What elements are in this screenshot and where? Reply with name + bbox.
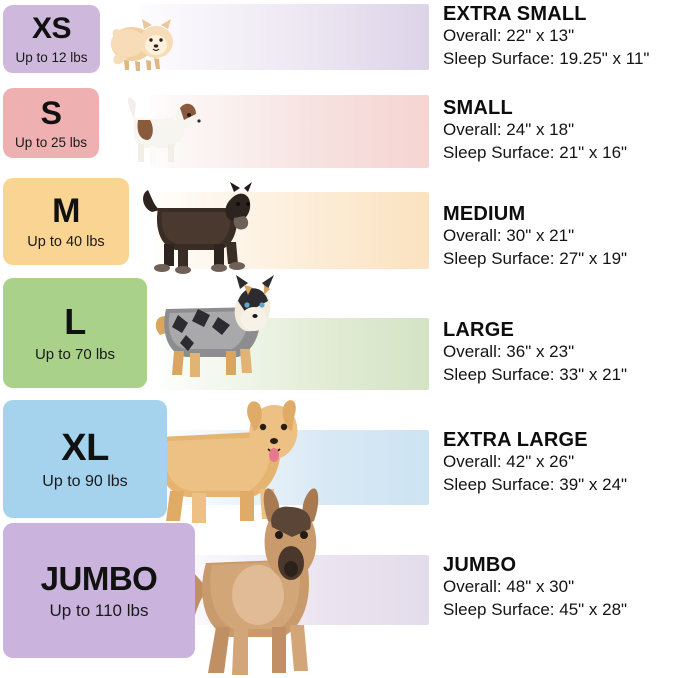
sleep-surface-dimensions: Sleep Surface: 45" x 28" [443, 599, 628, 619]
size-badge-weight: Up to 110 lbs [49, 601, 149, 620]
size-name: EXTRA SMALL [443, 3, 587, 25]
size-info-s: SMALL Overall: 24" x 18" Sleep Surface: … [443, 97, 627, 165]
size-badge-code: JUMBO [40, 560, 158, 597]
size-row-s: S Up to 25 lbs SMALL Overall: 2 [0, 88, 679, 180]
size-badge-weight: Up to 40 lbs [27, 233, 105, 250]
dog-illustration-pomeranian [108, 16, 180, 74]
size-name: EXTRA LARGE [443, 429, 588, 451]
size-badge-xs: XS Up to 12 lbs [3, 5, 100, 73]
size-badge-l: L Up to 70 lbs [3, 278, 147, 388]
size-badge-code: S [40, 94, 62, 131]
overall-dimensions: Overall: 24" x 18" [443, 120, 575, 139]
sleep-surface-dimensions: Sleep Surface: 27" x 19" [443, 248, 628, 268]
size-row-l: L Up to 70 lbs [0, 275, 679, 390]
size-info-xs: EXTRA SMALL Overall: 22" x 13" Sleep Sur… [443, 3, 649, 71]
overall-dimensions: Overall: 36" x 23" [443, 342, 575, 361]
dog-illustration-golden-retriever [148, 379, 308, 524]
overall-dimensions: Overall: 30" x 21" [443, 226, 575, 245]
size-badge-xl: XL Up to 90 lbs [3, 400, 167, 518]
size-bar-xs [140, 4, 429, 70]
dog-illustration-australian-shepherd [152, 269, 280, 387]
size-info-jumbo: JUMBO Overall: 48" x 30" Sleep Surface: … [443, 554, 627, 622]
sleep-surface-dimensions: Sleep Surface: 21" x 16" [443, 142, 628, 162]
size-name: MEDIUM [443, 203, 526, 225]
size-row-xs: XS Up to 12 lbs [0, 0, 679, 88]
size-row-m: M Up to 40 lbs [0, 178, 679, 278]
sleep-surface-dimensions: Sleep Surface: 33" x 21" [443, 364, 628, 384]
size-name: SMALL [443, 97, 513, 119]
size-badge-s: S Up to 25 lbs [3, 88, 99, 158]
size-badge-code: XS [31, 11, 72, 45]
sleep-surface-dimensions: Sleep Surface: 19.25" x 11" [443, 48, 650, 68]
overall-dimensions: Overall: 42" x 26" [443, 452, 575, 471]
size-info-xl: EXTRA LARGE Overall: 42" x 26" Sleep Sur… [443, 429, 627, 497]
size-badge-jumbo: JUMBO Up to 110 lbs [3, 523, 195, 658]
size-info-l: LARGE Overall: 36" x 23" Sleep Surface: … [443, 319, 627, 387]
dog-illustration-jack-russell-terrier [110, 90, 201, 168]
size-badge-m: M Up to 40 lbs [3, 178, 129, 265]
size-badge-code: M [52, 191, 80, 230]
size-bar-s [150, 95, 429, 168]
size-row-xl: XL Up to 90 lbs [0, 388, 679, 523]
size-badge-weight: Up to 12 lbs [15, 49, 88, 65]
dog-illustration-great-dane [172, 477, 342, 677]
size-row-jumbo: JUMBO Up to 110 lbs [0, 488, 679, 678]
overall-dimensions: Overall: 22" x 13" [443, 26, 575, 45]
size-badge-code: XL [61, 426, 109, 469]
overall-dimensions: Overall: 48" x 30" [443, 577, 575, 596]
size-badge-code: L [64, 301, 86, 342]
dog-illustration-schnauzer [138, 178, 254, 274]
size-badge-weight: Up to 70 lbs [34, 346, 116, 363]
size-name: LARGE [443, 319, 514, 341]
size-badge-weight: Up to 90 lbs [42, 472, 128, 490]
size-name: JUMBO [443, 554, 517, 576]
sleep-surface-dimensions: Sleep Surface: 39" x 24" [443, 474, 628, 494]
size-badge-weight: Up to 25 lbs [14, 134, 88, 150]
size-info-m: MEDIUM Overall: 30" x 21" Sleep Surface:… [443, 203, 627, 271]
